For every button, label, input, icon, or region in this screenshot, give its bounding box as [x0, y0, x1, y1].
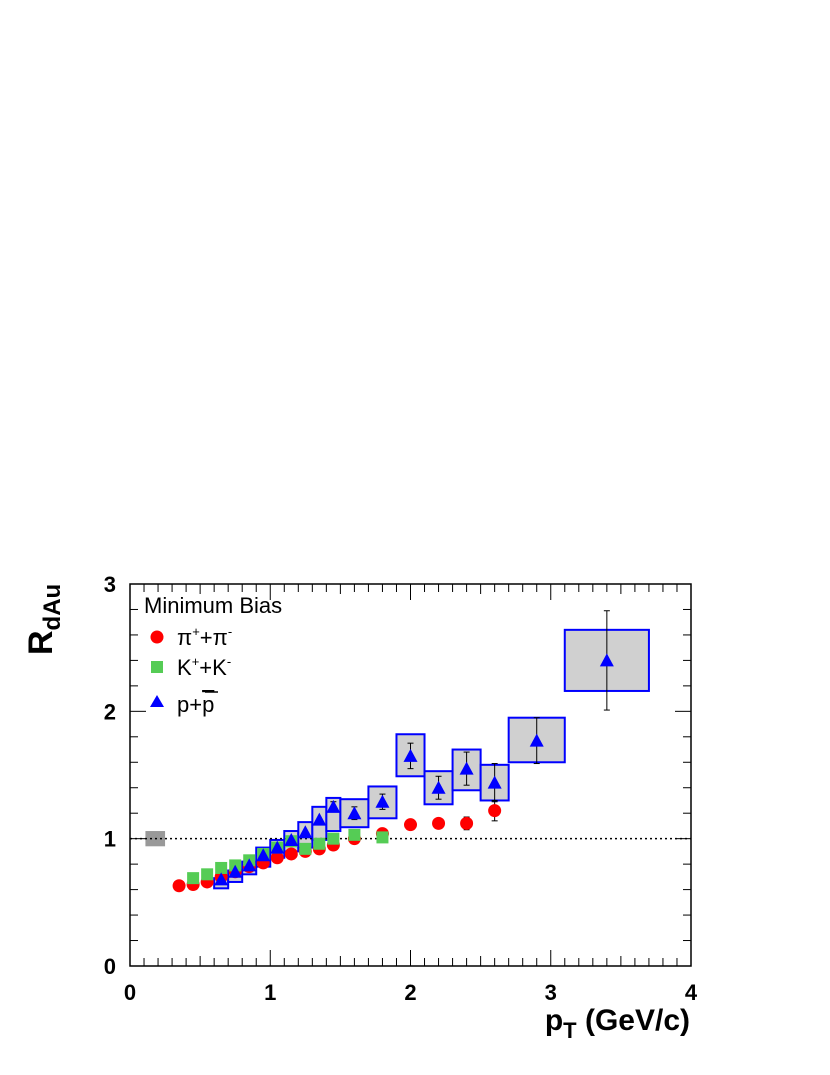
- proton-point: [242, 858, 257, 872]
- y-tick-label: 2: [104, 699, 116, 724]
- legend-marker-proton: [150, 695, 164, 707]
- pion-point: [270, 851, 284, 865]
- x-tick-label: 2: [404, 980, 416, 1005]
- proton-point: [214, 872, 229, 886]
- legend-label-kaon: K++K-: [177, 654, 231, 680]
- proton-point: [284, 832, 299, 846]
- x-tick-label: 4: [685, 980, 698, 1005]
- pion-point: [284, 847, 298, 861]
- proton-point: [375, 794, 390, 808]
- pion-point: [460, 816, 474, 830]
- pion-point: [404, 818, 417, 832]
- pion-point: [172, 879, 186, 893]
- proton-point: [347, 806, 362, 820]
- kaon-point: [215, 861, 228, 874]
- legend-label-proton: p+p: [177, 692, 214, 717]
- x-tick-label: 1: [264, 980, 276, 1005]
- proton-point: [228, 864, 243, 878]
- kaon-point: [348, 828, 361, 841]
- proton-point: [431, 780, 446, 794]
- proton-point: [326, 799, 341, 813]
- pion-point: [488, 804, 502, 818]
- proton-point: [487, 775, 502, 789]
- y-tick-label: 0: [104, 954, 116, 979]
- proton-point: [298, 825, 313, 839]
- kaon-point: [201, 868, 214, 881]
- proton-point: [312, 812, 327, 826]
- kaon-point: [299, 842, 312, 855]
- plot-frame: [129, 583, 692, 967]
- y-tick-label: 3: [104, 572, 116, 597]
- x-tick-label: 3: [545, 980, 557, 1005]
- y-tick-label: 1: [104, 827, 116, 852]
- proton-point: [403, 748, 418, 762]
- proton-point: [599, 653, 614, 667]
- kaon-point: [187, 872, 200, 885]
- y-axis-title: RdAu: [22, 584, 66, 655]
- proton-point: [270, 840, 285, 854]
- legend-marker-kaon: [151, 661, 163, 673]
- legend: Minimum Bias π++π- K++K- p+p: [144, 593, 282, 717]
- x-axis-title: pT (GeV/c): [545, 1004, 690, 1043]
- proton-point: [529, 733, 544, 747]
- pion-point: [432, 816, 446, 830]
- data-points: [172, 610, 614, 893]
- x-tick-label: 0: [124, 980, 136, 1005]
- reference-layer: [130, 831, 691, 847]
- kaon-point: [376, 831, 389, 844]
- proton-sys-box: [339, 798, 370, 829]
- kaon-point: [313, 837, 326, 850]
- tick-labels: 0 1 2 3 4 0 1 2 3: [104, 572, 698, 1005]
- legend-title: Minimum Bias: [144, 593, 282, 618]
- proton-point: [256, 848, 271, 862]
- legend-label-pion: π++π-: [177, 624, 232, 650]
- legend-marker-pion: [150, 630, 164, 644]
- proton-point: [459, 761, 474, 775]
- kaon-point: [327, 832, 340, 845]
